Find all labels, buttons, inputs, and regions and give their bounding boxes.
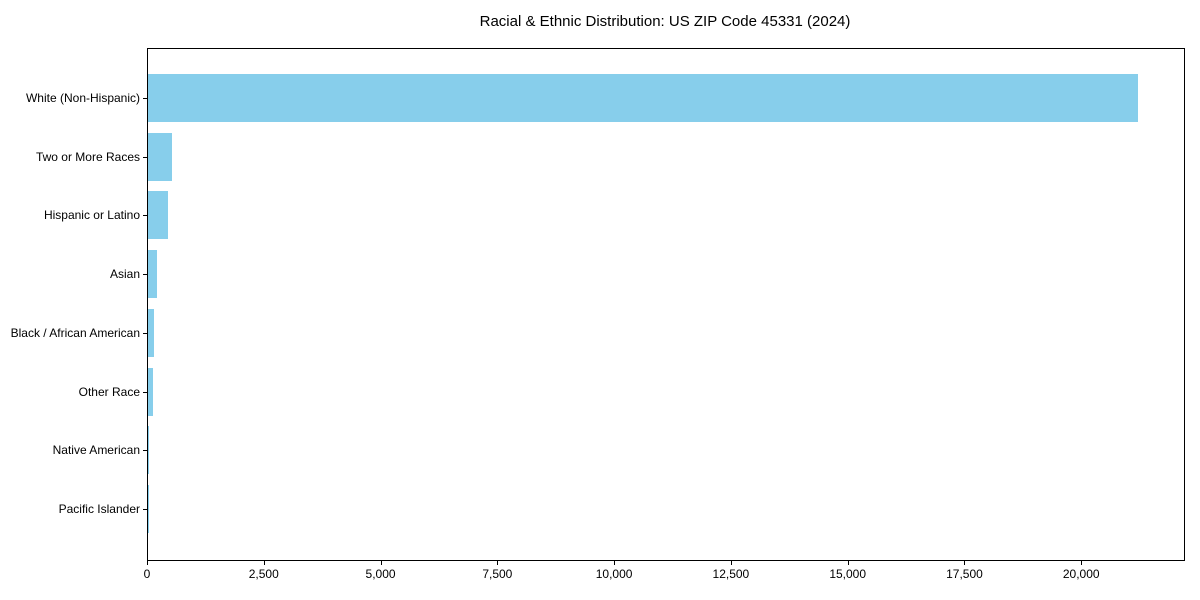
x-tick-mark xyxy=(1081,560,1083,565)
y-tick-mark xyxy=(143,215,147,217)
x-tick-label: 12,500 xyxy=(712,567,750,581)
x-tick-mark xyxy=(964,560,966,565)
y-tick-label: Hispanic or Latino xyxy=(43,208,140,223)
x-tick-mark xyxy=(263,560,265,565)
y-tick-mark xyxy=(143,332,147,334)
x-tick-label: 10,000 xyxy=(595,567,633,581)
bar-native-american xyxy=(148,426,149,475)
y-tick-label: White (Non-Hispanic) xyxy=(25,91,140,105)
y-tick-mark xyxy=(143,156,147,158)
bar-two-or-more-races xyxy=(148,132,173,181)
y-tick-label: Black / African American xyxy=(10,325,140,340)
y-tick-label: Two or More Races xyxy=(35,149,140,164)
x-tick-mark xyxy=(730,560,732,565)
y-tick-label: Asian xyxy=(109,267,140,282)
bar-asian xyxy=(148,250,158,299)
y-tick-mark xyxy=(143,274,147,276)
bar-hispanic-or-latino xyxy=(148,191,169,240)
bar-other-race xyxy=(148,367,153,416)
y-tick-label: Native American xyxy=(52,443,140,458)
bar-white-non-hispanic xyxy=(148,74,1139,122)
x-tick-label: 7,500 xyxy=(482,567,513,581)
x-tick-mark xyxy=(147,560,148,565)
x-tick-label: 0 xyxy=(143,567,151,581)
bar-black-african-american xyxy=(148,308,154,357)
y-tick-mark xyxy=(143,391,147,393)
x-tick-label: 5,000 xyxy=(365,567,396,581)
y-tick-mark xyxy=(143,508,147,510)
y-tick-mark xyxy=(143,450,147,452)
x-tick-label: 2,500 xyxy=(248,567,279,581)
x-tick-mark xyxy=(497,560,499,565)
chart-title: Racial & Ethnic Distribution: US ZIP Cod… xyxy=(479,13,851,30)
x-tick-mark xyxy=(847,560,849,565)
y-tick-label: Other Race xyxy=(78,384,140,399)
x-tick-label: 20,000 xyxy=(1062,567,1100,581)
plot-area xyxy=(147,48,1185,561)
y-tick-mark xyxy=(143,98,147,99)
x-tick-mark xyxy=(614,560,616,565)
y-tick-label: Pacific Islander xyxy=(58,501,140,516)
x-tick-mark xyxy=(380,560,382,565)
x-tick-label: 15,000 xyxy=(829,567,867,581)
x-tick-label: 17,500 xyxy=(946,567,983,581)
